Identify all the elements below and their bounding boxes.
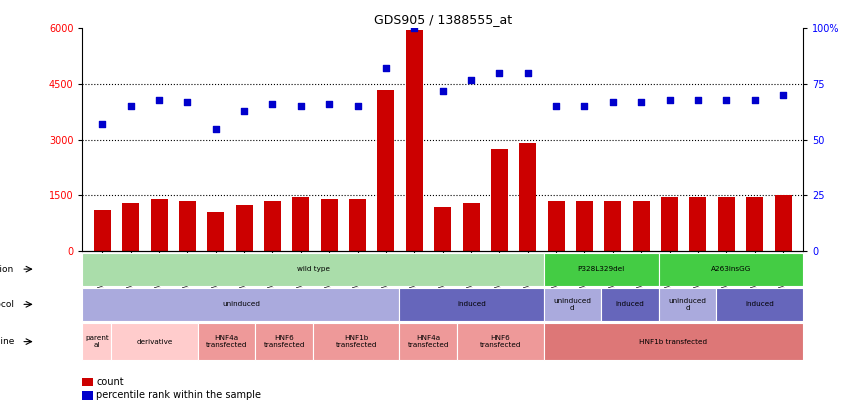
Point [95, 121, 109, 127]
Text: induced: induced [746, 301, 774, 307]
Bar [179, 201, 196, 251]
Bar [576, 201, 593, 251]
Bar [716, 288, 803, 321]
Point [152, 96, 166, 103]
Point [662, 96, 676, 103]
Point [549, 103, 563, 110]
Bar [94, 210, 111, 251]
Bar [122, 203, 139, 251]
Bar [82, 378, 93, 386]
Bar [378, 90, 394, 251]
Text: count: count [96, 377, 124, 387]
Point [209, 126, 223, 132]
Bar [293, 197, 309, 251]
Point [322, 101, 336, 107]
Text: HNF6
transfected: HNF6 transfected [263, 335, 305, 348]
Bar [150, 199, 168, 251]
Bar [111, 323, 198, 360]
Text: uninduced: uninduced [222, 301, 260, 307]
Bar [399, 323, 457, 360]
Point [266, 101, 279, 107]
Text: HNF1b
transfected: HNF1b transfected [335, 335, 377, 348]
Text: HNF4a
transfected: HNF4a transfected [407, 335, 449, 348]
Point [720, 96, 733, 103]
Point [577, 103, 591, 110]
Bar [82, 288, 399, 321]
Point [776, 92, 790, 98]
Bar [320, 199, 338, 251]
Bar [689, 197, 707, 251]
Bar [602, 288, 659, 321]
Text: induced: induced [615, 301, 644, 307]
Text: HNF4a
transfected: HNF4a transfected [206, 335, 247, 348]
Text: parent
al: parent al [85, 335, 108, 348]
Point [436, 87, 450, 94]
Point [492, 70, 506, 76]
Text: induced: induced [457, 301, 486, 307]
Bar [659, 288, 716, 321]
Bar [548, 201, 565, 251]
Bar [457, 323, 543, 360]
Point [464, 76, 478, 83]
Bar [543, 323, 803, 360]
Bar [349, 199, 366, 251]
Point [747, 96, 761, 103]
Bar [264, 201, 281, 251]
Point [635, 98, 648, 105]
Bar [661, 197, 678, 251]
Text: genotype/variation: genotype/variation [0, 264, 14, 274]
Text: P328L329del: P328L329del [577, 266, 625, 272]
Bar [235, 205, 253, 251]
Text: derivative: derivative [136, 339, 173, 345]
Point [606, 98, 620, 105]
Text: uninduced
d: uninduced d [554, 298, 591, 311]
Text: A263insGG: A263insGG [711, 266, 751, 272]
Text: cell line: cell line [0, 337, 14, 346]
Point [294, 103, 308, 110]
Title: GDS905 / 1388555_at: GDS905 / 1388555_at [373, 13, 512, 26]
Bar [718, 197, 735, 251]
Point [407, 25, 421, 32]
Text: uninduced
d: uninduced d [668, 298, 707, 311]
Bar [207, 212, 224, 251]
Text: protocol: protocol [0, 300, 14, 309]
Point [124, 103, 138, 110]
Point [521, 70, 535, 76]
Bar [82, 323, 111, 360]
Text: HNF6
transfected: HNF6 transfected [479, 335, 521, 348]
Text: wild type: wild type [297, 266, 330, 272]
Point [351, 103, 365, 110]
Bar [82, 253, 543, 286]
Bar [434, 207, 451, 251]
Bar [463, 203, 479, 251]
Point [691, 96, 705, 103]
Bar [491, 149, 508, 251]
Bar [774, 196, 792, 251]
Bar [659, 253, 803, 286]
Bar [82, 391, 93, 400]
Bar [313, 323, 399, 360]
Point [237, 107, 251, 114]
Bar [746, 197, 763, 251]
Bar [406, 30, 423, 251]
Text: percentile rank within the sample: percentile rank within the sample [96, 390, 261, 401]
Bar [399, 288, 543, 321]
Point [379, 65, 393, 72]
Bar [198, 323, 255, 360]
Text: HNF1b transfected: HNF1b transfected [639, 339, 707, 345]
Point [181, 98, 194, 105]
Bar [543, 288, 602, 321]
Bar [519, 143, 536, 251]
Bar [255, 323, 313, 360]
Bar [633, 201, 650, 251]
Bar [604, 201, 621, 251]
Bar [543, 253, 659, 286]
